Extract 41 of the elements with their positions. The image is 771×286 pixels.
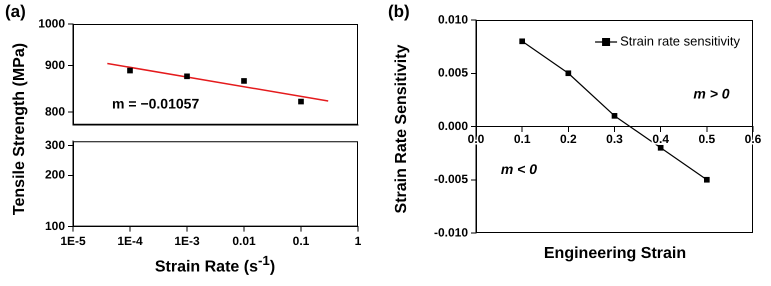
point xyxy=(184,74,190,80)
x-tick-label: 1E-5 xyxy=(60,234,86,248)
y-tick-label: 300 xyxy=(44,138,66,152)
x-tick-label: 0.4 xyxy=(652,132,670,146)
x-tick-label: 0.5 xyxy=(698,132,716,146)
x-tick-label: 1E-3 xyxy=(174,234,200,248)
x-tick-label: 0.01 xyxy=(232,234,256,248)
point xyxy=(566,70,572,76)
annotation: m > 0 xyxy=(693,85,730,102)
x-tick-label: 0.1 xyxy=(514,132,531,146)
y-tick-label: -0.010 xyxy=(434,225,468,240)
y-tick-label: 0.010 xyxy=(438,12,468,26)
annotation: m < 0 xyxy=(500,161,538,178)
point xyxy=(658,144,664,151)
x-tick-label: 1 xyxy=(354,234,362,248)
y-tick-label: 100 xyxy=(44,218,66,233)
chart-title: (a) xyxy=(5,2,26,22)
point xyxy=(704,176,710,183)
y-tick-label: 900 xyxy=(44,58,66,72)
x-axis-title: Strain Rate (s$^{-1}$) xyxy=(154,253,276,276)
y-axis-title: Tensile Strength (MPa) xyxy=(11,42,29,216)
y-tick-label: 1000 xyxy=(38,16,66,30)
point xyxy=(127,68,133,74)
y-axis-title: Strain Rate Sensitivity xyxy=(393,44,411,214)
y-tick-label: 0.005 xyxy=(438,66,468,80)
x-tick-label: 0.1 xyxy=(292,234,310,248)
point xyxy=(298,98,304,104)
x-tick-label: 1E-4 xyxy=(117,234,143,248)
x-axis-title: Engineering Strain xyxy=(544,245,686,263)
legend-label: Strain rate sensitivity xyxy=(620,34,740,49)
point xyxy=(241,78,247,84)
y-tick-label: 800 xyxy=(44,104,66,119)
y-tick-label: 200 xyxy=(44,168,66,182)
chart-title: (b) xyxy=(388,2,410,22)
point xyxy=(519,38,525,44)
annotation: m = −0.01057 xyxy=(112,96,200,112)
x-tick-label: 0.2 xyxy=(560,132,577,146)
point xyxy=(612,113,618,119)
y-tick-label: 0.000 xyxy=(438,118,468,133)
x-tick-label: 0.3 xyxy=(606,132,624,146)
y-tick-label: -0.005 xyxy=(434,172,468,186)
